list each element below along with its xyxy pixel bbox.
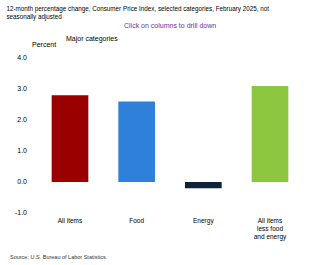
svg-text:Energy: Energy — [193, 217, 214, 225]
svg-text:Click on columns to drill down: Click on columns to drill down — [124, 22, 216, 29]
svg-text:3.0: 3.0 — [17, 85, 27, 92]
svg-text:Major categories: Major categories — [66, 35, 118, 43]
svg-text:0.0: 0.0 — [17, 178, 27, 185]
svg-text:All itemsless foodand energy: All itemsless foodand energy — [254, 217, 287, 242]
svg-text:1.0: 1.0 — [17, 147, 27, 154]
svg-text:Percent: Percent — [32, 41, 56, 48]
svg-text:Food: Food — [129, 217, 144, 224]
svg-text:4.0: 4.0 — [17, 54, 27, 61]
svg-text:2.0: 2.0 — [17, 116, 27, 123]
svg-text:12-month percentage change, Co: 12-month percentage change, Consumer Pri… — [6, 5, 269, 21]
svg-text:All items: All items — [58, 217, 83, 224]
svg-text:Source: U.S. Bureau of Labor S: Source: U.S. Bureau of Labor Statistics. — [10, 254, 108, 260]
svg-text:-1.0: -1.0 — [15, 209, 27, 216]
